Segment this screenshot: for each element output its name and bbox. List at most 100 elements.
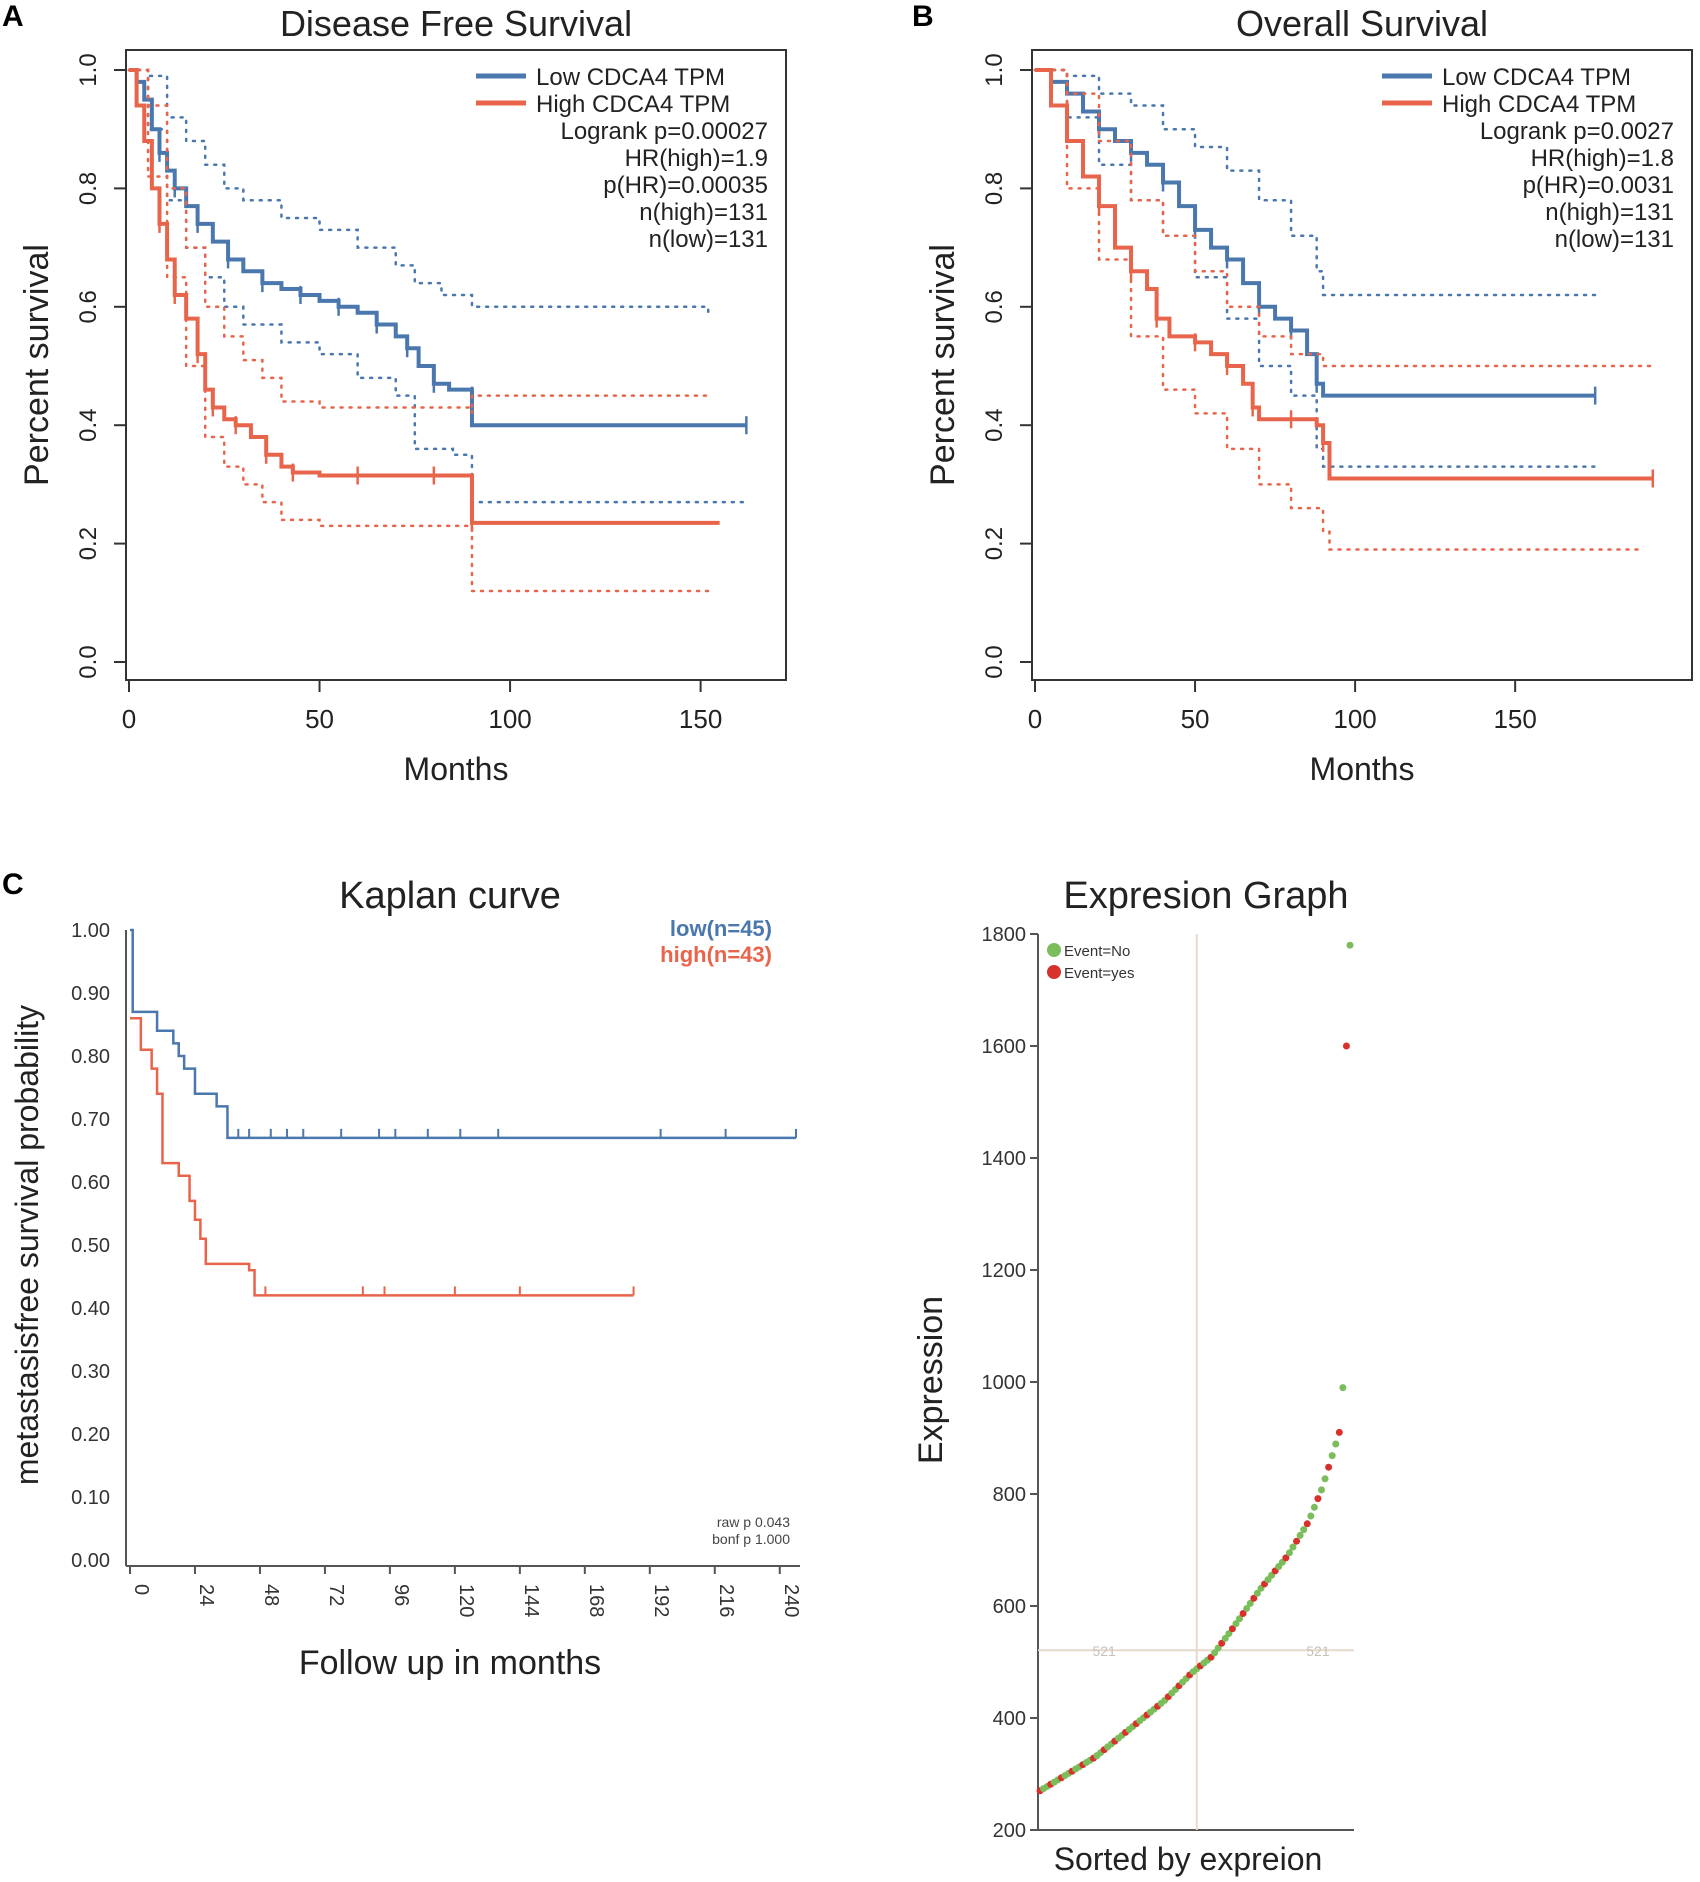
y-tick-label: 1000 — [982, 1372, 1027, 1394]
data-point-outlier — [1339, 1384, 1347, 1392]
x-tick-label: 24 — [195, 1584, 217, 1606]
y-tick-label: 1400 — [982, 1148, 1027, 1170]
ci-lower-low — [127, 68, 748, 504]
x-tick-label: 100 — [488, 704, 531, 734]
y-tick-label: 0.4 — [981, 409, 1008, 442]
x-tick-label: 168 — [585, 1584, 607, 1617]
y-axis-label: Percent survival — [18, 244, 56, 486]
y-tick-label: 0.0 — [75, 645, 102, 678]
km-curve-low — [130, 928, 796, 1140]
legend-marker — [1047, 965, 1061, 979]
y-tick-label: 1600 — [982, 1036, 1027, 1058]
y-tick-label: 200 — [993, 1820, 1026, 1842]
chart-expression-graph: Expresion Graph 200 400 600 800 1000 1200 1400 1… — [912, 875, 1354, 1877]
data-point — [1246, 1599, 1254, 1607]
chart-title: Overall Survival — [1236, 3, 1488, 44]
km-curve-high — [130, 1016, 634, 1297]
ci-lower-high — [1033, 68, 1645, 551]
panel-label-b: B — [912, 0, 934, 33]
y-tick-label: 800 — [993, 1484, 1026, 1506]
legend-stat: Logrank p=0.00027 — [560, 118, 768, 145]
y-tick-label: 0.90 — [71, 983, 110, 1005]
x-axis-label: Months — [1310, 751, 1415, 787]
ci-upper-low — [1033, 68, 1597, 297]
data-point — [1317, 1486, 1325, 1494]
data-point-outlier — [1346, 941, 1354, 949]
chart-overall-survival: Overall Survival 0.0 0.2 0.4 0.6 0.8 1.0 0 50 100… — [924, 3, 1693, 787]
legend-entry: Event=No — [1064, 943, 1130, 960]
y-tick-label: 1.0 — [75, 53, 102, 86]
x-tick-label: 0 — [122, 704, 136, 734]
legend-stat: p(HR)=0.0031 — [1523, 172, 1674, 199]
chart-title: Expresion Graph — [1063, 875, 1348, 917]
y-tick-label: 1200 — [982, 1260, 1027, 1282]
data-point — [1236, 1615, 1244, 1623]
x-tick-label: 150 — [679, 704, 722, 734]
legend-entry: High CDCA4 TPM — [536, 91, 730, 118]
y-tick-label: 1.0 — [981, 53, 1008, 86]
panel-label-c: C — [2, 868, 24, 901]
legend-stat: n(low)=131 — [1555, 226, 1674, 253]
data-point — [1221, 1634, 1229, 1642]
data-point — [1232, 1620, 1240, 1628]
y-axis-label: metastasisfree survival probability — [9, 1005, 45, 1485]
y-tick-label: 0.40 — [71, 1298, 110, 1320]
data-point — [1328, 1452, 1336, 1460]
chart-title: Disease Free Survival — [280, 3, 632, 44]
y-tick-label: 1.00 — [71, 920, 110, 942]
cutoff-label: 521 — [1306, 1643, 1330, 1659]
x-tick-label: 100 — [1333, 704, 1376, 734]
y-tick-label: 0.2 — [981, 527, 1008, 560]
y-tick-label: 0.8 — [75, 172, 102, 205]
ci-upper-high — [1033, 68, 1655, 368]
data-point — [1335, 1428, 1343, 1436]
data-point — [1303, 1520, 1311, 1528]
survival-curve-high — [129, 68, 720, 525]
x-tick-label: 120 — [455, 1584, 477, 1617]
x-tick-label: 0 — [130, 1584, 152, 1595]
data-point — [1250, 1594, 1258, 1602]
chart-disease-free-survival: Disease Free Survival 0.0 0.2 0.4 0.6 0.8 1.0 0… — [18, 3, 787, 787]
y-tick-label: 0.6 — [981, 290, 1008, 323]
data-point — [1214, 1644, 1222, 1652]
y-tick-label: 0.50 — [71, 1235, 110, 1257]
legend-stat: n(high)=131 — [1545, 199, 1674, 226]
data-point — [1310, 1503, 1318, 1511]
legend-stat: p(HR)=0.00035 — [603, 172, 768, 199]
cutoff-label: 521 — [1092, 1643, 1116, 1659]
data-point — [1243, 1604, 1251, 1612]
data-point — [1282, 1554, 1290, 1562]
data-point — [1218, 1639, 1226, 1647]
y-tick-label: 600 — [993, 1596, 1026, 1618]
y-tick-label: 0.20 — [71, 1424, 110, 1446]
survival-curve-low — [1035, 68, 1596, 398]
data-point — [1211, 1649, 1219, 1657]
x-axis-label: Follow up in months — [299, 1644, 601, 1680]
y-tick-label: 400 — [993, 1708, 1026, 1730]
ci-upper-low — [127, 68, 710, 314]
data-point — [1314, 1495, 1322, 1503]
chart-title: Kaplan curve — [339, 875, 561, 917]
data-point — [1289, 1543, 1297, 1551]
survival-curve-low — [129, 68, 747, 428]
plot-frame — [125, 49, 787, 681]
data-point — [1332, 1440, 1340, 1448]
data-point-outlier — [1342, 1042, 1350, 1050]
ci-lower-high — [127, 68, 710, 593]
p-value-annotation: bonf p 1.000 — [712, 1531, 790, 1547]
x-tick-label: 48 — [260, 1584, 282, 1606]
data-point — [1296, 1531, 1304, 1539]
legend-stat: HR(high)=1.9 — [625, 145, 768, 172]
x-tick-label: 150 — [1493, 704, 1536, 734]
legend-entry: Low CDCA4 TPM — [1442, 64, 1631, 91]
x-axis-label: Months — [404, 751, 509, 787]
p-value-annotation: raw p 0.043 — [717, 1514, 790, 1530]
data-point — [1228, 1625, 1236, 1633]
data-point — [1321, 1475, 1329, 1483]
legend-stat: n(high)=131 — [639, 199, 768, 226]
data-point — [1300, 1526, 1308, 1534]
data-point — [1293, 1537, 1301, 1545]
x-tick-label: 216 — [715, 1584, 737, 1617]
y-tick-label: 0.60 — [71, 1172, 110, 1194]
plot-frame — [1031, 49, 1693, 681]
